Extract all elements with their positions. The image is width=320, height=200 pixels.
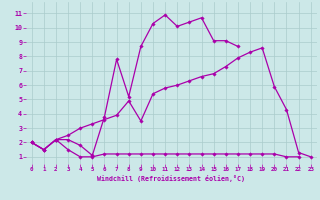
X-axis label: Windchill (Refroidissement éolien,°C): Windchill (Refroidissement éolien,°C): [97, 175, 245, 182]
